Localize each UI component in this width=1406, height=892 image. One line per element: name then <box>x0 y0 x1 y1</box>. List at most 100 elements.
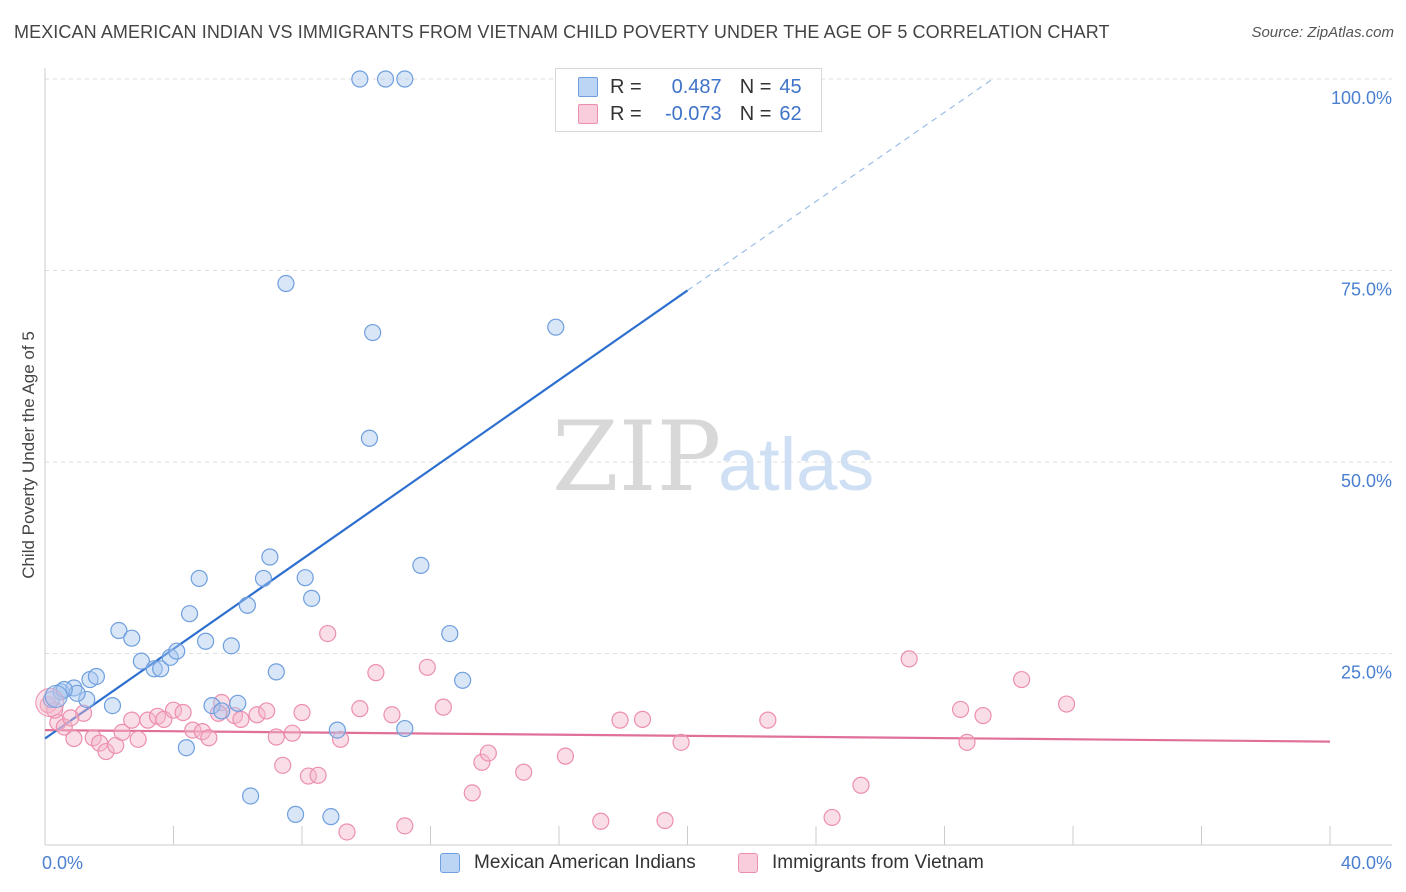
point-mexican-american-indians <box>547 318 565 336</box>
trend-line-blue-extension <box>687 78 994 291</box>
point-mexican-american-indians <box>328 721 346 739</box>
point-mexican-american-indians <box>322 808 340 826</box>
legend-n-value: 62 <box>779 102 802 125</box>
point-mexican-american-indians <box>254 569 273 588</box>
point-immigrants-from-vietnam <box>656 811 674 830</box>
point-mexican-american-indians <box>376 70 395 88</box>
point-immigrants-from-vietnam <box>248 706 266 724</box>
trend-line-blue <box>44 289 689 740</box>
point-mexican-american-indians <box>123 629 141 647</box>
point-immigrants-from-vietnam <box>62 709 80 727</box>
point-cluster-pink <box>35 688 65 718</box>
point-mexican-american-indians <box>351 70 369 88</box>
point-immigrants-from-vietnam <box>193 723 212 741</box>
stats-legend: R = 0.487 N = 45 R = -0.073 N = 62 <box>555 68 822 132</box>
y-tick-label: 25.0% <box>1341 663 1392 683</box>
point-immigrants-from-vietnam <box>611 711 629 729</box>
point-cluster-blue <box>44 684 68 708</box>
point-mexican-american-indians <box>454 671 472 689</box>
point-mexican-american-indians <box>242 787 260 805</box>
point-mexican-american-indians <box>203 696 221 715</box>
point-immigrants-from-vietnam <box>113 723 131 741</box>
point-immigrants-from-vietnam <box>463 784 481 802</box>
legend-n-value: 45 <box>779 75 802 98</box>
point-immigrants-from-vietnam <box>1057 695 1076 713</box>
point-mexican-american-indians <box>152 660 170 678</box>
source-credit: Source: ZipAtlas.com <box>1251 24 1394 41</box>
point-immigrants-from-vietnam <box>633 710 652 728</box>
point-immigrants-from-vietnam <box>129 730 147 748</box>
point-immigrants-from-vietnam <box>367 664 385 682</box>
point-mexican-american-indians <box>267 663 285 681</box>
point-mexican-american-indians <box>110 621 128 640</box>
legend-label: Mexican American Indians <box>474 852 696 873</box>
point-immigrants-from-vietnam <box>258 702 276 720</box>
point-mexican-american-indians <box>396 719 414 738</box>
series-legend: Mexican American Indians Immigrants from… <box>0 852 1406 876</box>
point-mexican-american-indians <box>261 548 279 566</box>
point-immigrants-from-vietnam <box>200 729 218 747</box>
y-axis-label: Child Poverty Under the Age of 5 <box>19 331 38 579</box>
point-immigrants-from-vietnam <box>338 823 356 841</box>
point-immigrants-from-vietnam <box>232 710 250 728</box>
point-immigrants-from-vietnam <box>900 650 918 668</box>
legend-item-immigrants-from-vietnam[interactable]: Immigrants from Vietnam <box>738 852 984 874</box>
point-mexican-american-indians <box>277 274 295 293</box>
point-immigrants-from-vietnam <box>852 776 870 794</box>
point-immigrants-from-vietnam <box>823 808 841 827</box>
watermark-zip: ZIP <box>552 401 721 513</box>
point-immigrants-from-vietnam <box>331 730 350 748</box>
legend-row-blue: R = 0.487 N = 45 <box>578 74 802 100</box>
point-immigrants-from-vietnam <box>299 767 318 785</box>
point-mexican-american-indians <box>177 739 195 757</box>
legend-swatch-pink <box>738 853 758 873</box>
point-mexican-american-indians <box>364 323 382 342</box>
point-immigrants-from-vietnam <box>309 766 327 784</box>
point-immigrants-from-vietnam <box>74 704 93 722</box>
point-immigrants-from-vietnam <box>97 742 115 761</box>
point-mexican-american-indians <box>303 589 321 607</box>
legend-row-pink: R = -0.073 N = 62 <box>578 101 802 127</box>
point-mexican-american-indians <box>132 652 150 670</box>
point-mexican-american-indians <box>161 648 179 666</box>
legend-label: Immigrants from Vietnam <box>772 852 984 873</box>
point-mexican-american-indians <box>213 702 231 720</box>
trend-line-pink <box>44 729 1331 743</box>
point-mexican-american-indians <box>222 637 240 655</box>
point-immigrants-from-vietnam <box>515 763 533 781</box>
y-tick-label: 50.0% <box>1341 471 1392 491</box>
point-immigrants-from-vietnam <box>473 753 491 771</box>
point-mexican-american-indians <box>87 667 106 686</box>
point-immigrants-from-vietnam <box>283 724 301 742</box>
legend-n-label: N = <box>739 102 772 125</box>
point-immigrants-from-vietnam <box>672 733 690 751</box>
point-immigrants-from-vietnam <box>1012 670 1031 689</box>
point-mexican-american-indians <box>78 690 96 709</box>
point-mexican-american-indians <box>441 624 459 643</box>
watermark-atlas: atlas <box>718 423 874 506</box>
point-mexican-american-indians <box>229 694 247 712</box>
legend-swatch-blue <box>578 77 598 97</box>
point-mexican-american-indians <box>296 569 314 587</box>
point-immigrants-from-vietnam <box>65 729 83 748</box>
x-tick-min: 0.0% <box>42 853 83 873</box>
grid-lines <box>45 78 1392 654</box>
legend-item-mexican-american-indians[interactable]: Mexican American Indians <box>440 852 696 874</box>
legend-swatch-pink <box>578 104 598 124</box>
y-tick-label: 100.0% <box>1331 88 1392 108</box>
point-mexican-american-indians <box>190 569 208 588</box>
legend-r-label: R = <box>610 102 642 125</box>
axes <box>44 68 1392 846</box>
point-immigrants-from-vietnam <box>319 624 337 643</box>
point-immigrants-from-vietnam <box>556 747 575 765</box>
point-immigrants-from-vietnam <box>418 658 436 676</box>
point-immigrants-from-vietnam <box>351 700 369 718</box>
point-immigrants-from-vietnam <box>759 711 777 729</box>
legend-r-label: R = <box>610 75 642 98</box>
point-immigrants-from-vietnam <box>123 711 141 729</box>
legend-r-value: -0.073 <box>664 102 722 125</box>
point-mexican-american-indians <box>168 642 186 660</box>
legend-n-label: N = <box>739 75 772 98</box>
point-immigrants-from-vietnam <box>396 817 414 835</box>
